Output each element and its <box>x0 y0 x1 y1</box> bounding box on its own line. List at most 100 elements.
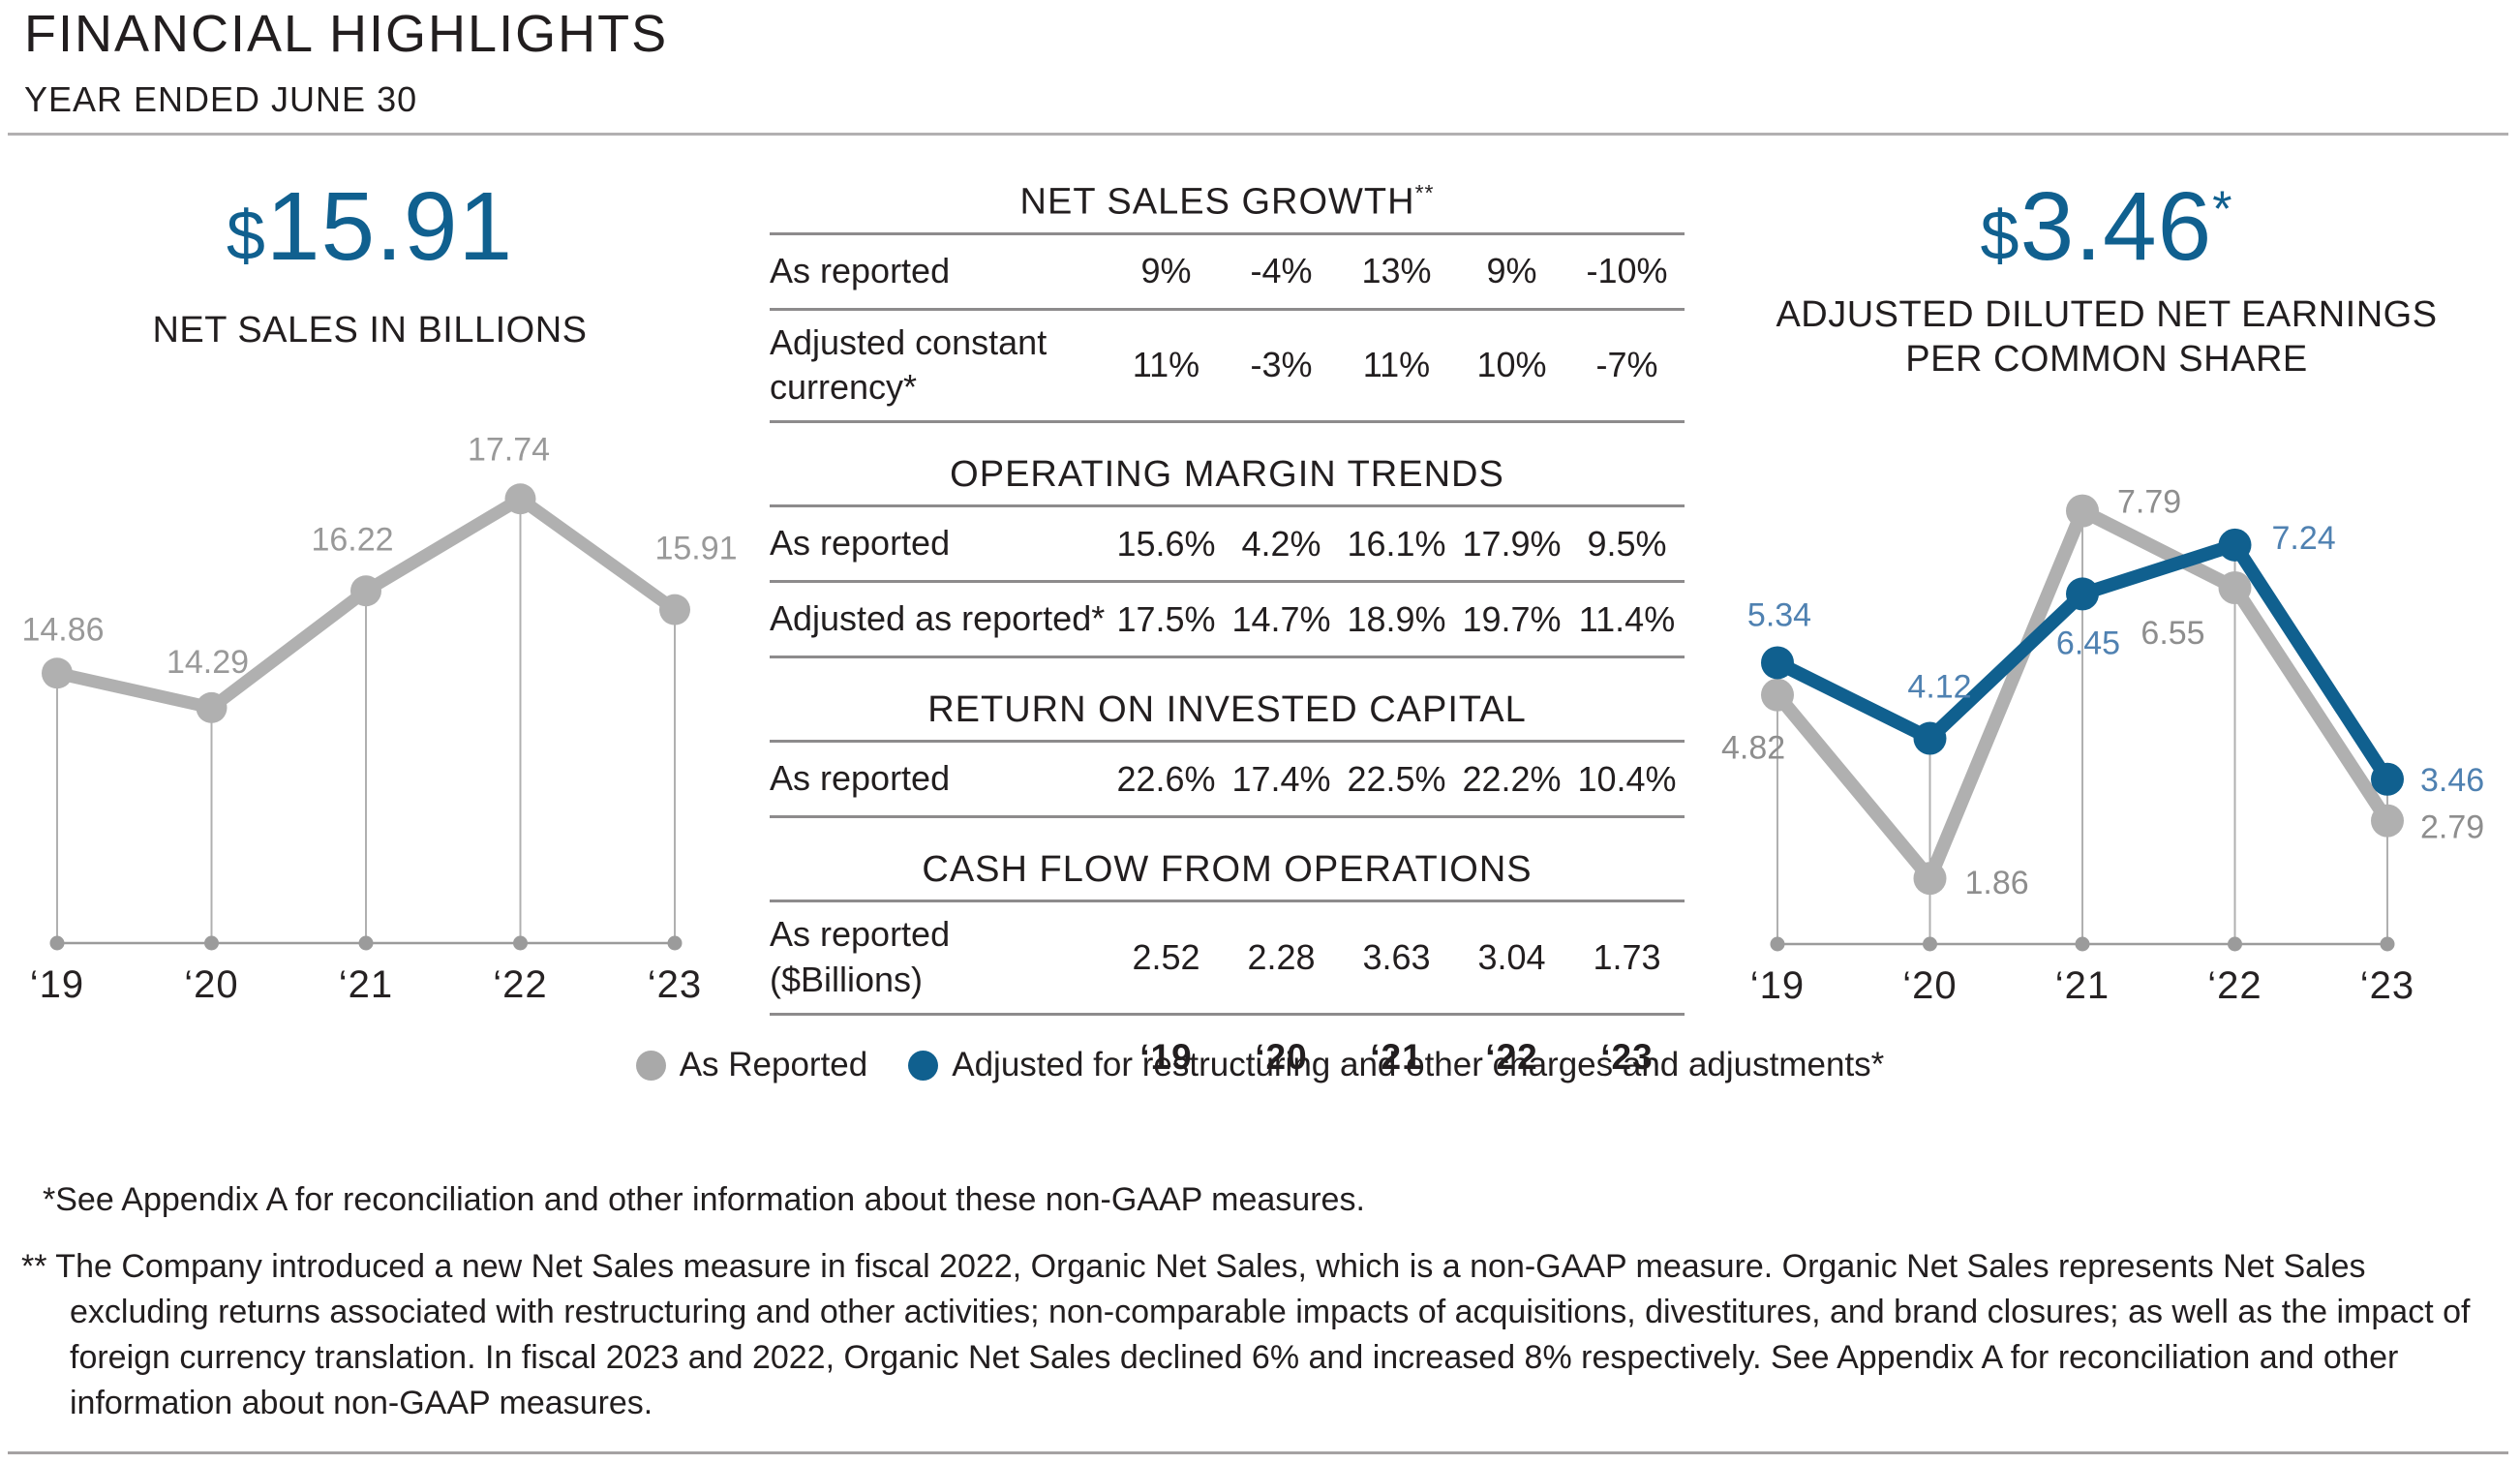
data-point-marker <box>2218 528 2252 562</box>
data-point-label: 4.12 <box>1907 668 1971 705</box>
table-cell: 17.4% <box>1231 758 1331 799</box>
table-cell: -7% <box>1595 345 1658 385</box>
data-point-label: 16.22 <box>311 522 393 559</box>
eps-caption: ADJUSTED DILUTED NET EARNINGS PER COMMON… <box>1696 292 2517 382</box>
axis-tick-dot <box>49 935 65 951</box>
table-cell: 14.7% <box>1231 598 1331 639</box>
table-cell: 10% <box>1476 345 1547 385</box>
page-header: FINANCIAL HIGHLIGHTS YEAR ENDED JUNE 30 <box>24 4 668 120</box>
legend-item: Adjusted for restructuring and other cha… <box>908 1046 1884 1084</box>
x-axis-year-label: ‘21 <box>2055 964 2110 1007</box>
net-sales-chart: 14.86 14.29 16.22 17.74 15.91 ‘19 ‘20 ‘21 ‘22 ‘23 <box>12 401 737 1035</box>
legend-label: Adjusted for restructuring and other cha… <box>952 1046 1885 1083</box>
table-row-label: As reported ($Billions) <box>770 914 951 1000</box>
page-bottom-divider <box>8 1451 2508 1454</box>
table-cell: -4% <box>1250 251 1313 291</box>
data-point-label: 7.24 <box>2272 520 2336 557</box>
year-label: ‘22 <box>1485 1036 1538 1077</box>
table-cell: 11.4% <box>1578 598 1676 639</box>
table-rule <box>770 656 1685 659</box>
footnote-asterisk: * <box>2212 181 2233 238</box>
chart-legend: As Reported Adjusted for restructuring an… <box>0 1046 2520 1084</box>
table-cell: 3.63 <box>1362 937 1431 978</box>
table-cell: 2.52 <box>1132 937 1200 978</box>
table-section-gap <box>770 818 1685 841</box>
axis-tick-dot <box>2380 936 2395 952</box>
table-section-title: OPERATING MARGIN TRENDS <box>950 454 1504 496</box>
table-years-row: ‘19 ‘20 ‘21 ‘22 ‘23 <box>770 1016 1685 1078</box>
table-cell: -3% <box>1250 345 1313 385</box>
data-point-label: 6.45 <box>2056 625 2120 661</box>
net-sales-panel: $15.91 NET SALES IN BILLIONS 14.86 14.29 1… <box>12 165 737 1035</box>
data-point-label: 7.79 <box>2117 483 2181 520</box>
data-point-label: 3.46 <box>2420 761 2484 798</box>
year-label: ‘19 <box>1139 1036 1193 1077</box>
table-row-label: Adjusted constant currency* <box>770 321 1047 408</box>
table-rule <box>770 1012 1685 1016</box>
table-cell: 4.2% <box>1241 523 1321 564</box>
table-row: Adjusted as reported* 17.5% 14.7% 18.9% 19.7… <box>770 583 1685 656</box>
data-point-marker <box>350 575 381 607</box>
table-section-title: CASH FLOW FROM OPERATIONS <box>922 849 1533 891</box>
page-title: FINANCIAL HIGHLIGHTS <box>24 5 669 63</box>
currency-symbol: $ <box>226 198 266 275</box>
line-chart: 14.86 14.29 16.22 17.74 15.91 ‘19 ‘20 ‘21 ‘22 ‘23 <box>21 432 737 1007</box>
x-axis-year-label: ‘20 <box>1902 964 1957 1007</box>
table-row: As reported 15.6% 4.2% 16.1% 17.9% 9.5% <box>770 507 1685 580</box>
x-axis-year-label: ‘20 <box>184 963 238 1006</box>
table-row: Adjusted constant currency* 11% -3% 11% 10% -… <box>770 311 1685 421</box>
table-cell: 13% <box>1361 251 1432 291</box>
data-point-marker <box>2371 804 2404 838</box>
table-cell: 17.5% <box>1116 598 1216 639</box>
table-cell: 18.9% <box>1347 598 1446 639</box>
headline-number: 15.91 <box>265 172 514 281</box>
data-point-marker <box>2218 570 2252 604</box>
data-point-marker <box>1913 861 1947 895</box>
legend-item: As Reported <box>635 1046 868 1084</box>
x-axis-year-label: ‘23 <box>648 963 702 1006</box>
table-rule <box>770 231 1685 235</box>
header-divider <box>8 133 2508 136</box>
x-axis-year-label: ‘19 <box>1750 964 1805 1007</box>
table-row-label: As reported <box>770 523 951 564</box>
x-axis-year-label: ‘19 <box>30 963 84 1006</box>
footnote: ** The Company introduced a new Net Sale… <box>21 1248 2471 1421</box>
footnote: *See Appendix A for reconciliation and o… <box>43 1181 1365 1218</box>
axis-tick-dot <box>358 935 374 951</box>
data-point-label: 1.86 <box>1965 865 2029 901</box>
table-cell: 3.04 <box>1477 937 1546 978</box>
headline-number: 3.46 <box>2019 172 2213 281</box>
table-row-label: Adjusted as reported* <box>770 598 1106 639</box>
legend-dot-icon <box>635 1050 666 1081</box>
data-point-marker <box>42 657 73 689</box>
data-point-marker <box>2066 494 2099 528</box>
table-rule <box>770 900 1685 903</box>
title-footnote-marker: ** <box>1414 180 1435 205</box>
data-point-marker <box>504 483 536 515</box>
table-cell: 16.1% <box>1347 523 1446 564</box>
page-subtitle: YEAR ENDED JUNE 30 <box>24 79 418 119</box>
table-section-gap <box>770 658 1685 682</box>
table-row-label: As reported <box>770 758 951 799</box>
net-sales-caption: NET SALES IN BILLIONS <box>152 310 588 351</box>
table-cell: -10% <box>1586 251 1668 291</box>
legend-dot-icon <box>908 1050 939 1081</box>
axis-tick-dot <box>2228 936 2242 952</box>
x-axis-year-label: ‘22 <box>2207 964 2262 1007</box>
year-label: ‘21 <box>1370 1036 1423 1077</box>
table-row-label: As reported <box>770 250 951 290</box>
data-point-marker <box>1913 721 1947 755</box>
data-point-label: 5.34 <box>1747 596 1811 633</box>
year-label: ‘20 <box>1255 1036 1308 1077</box>
table-section-gap <box>770 423 1685 446</box>
data-point-marker <box>2066 577 2099 611</box>
legend-label: As Reported <box>679 1046 868 1083</box>
table-cell: 9% <box>1486 251 1537 291</box>
table-cell: 1.73 <box>1593 937 1661 978</box>
table-cell: 22.6% <box>1116 758 1216 799</box>
table-cell: 10.4% <box>1577 758 1677 799</box>
data-point-label: 14.86 <box>21 612 104 649</box>
axis-tick-dot <box>204 935 219 951</box>
data-point-label: 6.55 <box>2140 615 2204 652</box>
